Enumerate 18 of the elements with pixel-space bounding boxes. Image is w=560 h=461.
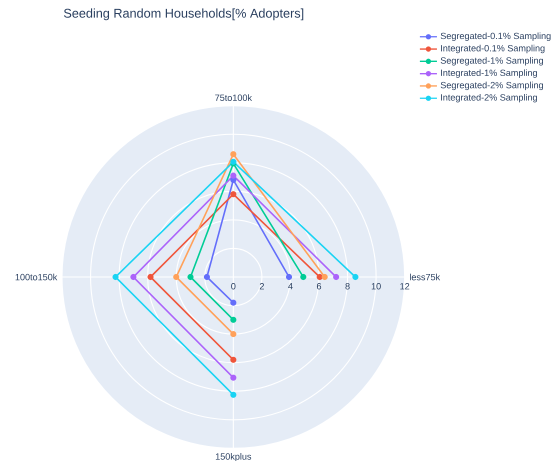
legend-label: Segregated-1% Sampling: [440, 57, 543, 66]
y-tick-label: 4: [288, 283, 293, 290]
y-tick-label: 2: [260, 283, 264, 290]
legend-label: Integrated-1% Sampling: [441, 69, 537, 78]
legend-label: Segregated-0.1% Sampling: [440, 32, 551, 41]
spoke-label: 150kplus: [216, 453, 252, 461]
legend-label: Integrated-0.1% Sampling: [441, 44, 545, 54]
spoke-label: 75to100k: [215, 94, 252, 101]
spoke-label: less75k: [410, 274, 440, 280]
y-tick-label: 12: [400, 283, 410, 290]
chart-title: Seeding Random Households[% Adopters]: [64, 8, 304, 20]
legend-label: Segregated-2% Sampling: [440, 82, 543, 90]
y-tick-label: 8: [345, 283, 350, 290]
y-tick-label: 0: [231, 283, 236, 290]
y-tick-label: 6: [316, 283, 322, 290]
legend-label: Integrated-2% Sampling: [441, 94, 537, 102]
spoke-label: 100to150k: [16, 274, 58, 280]
y-tick-label: 10: [372, 283, 381, 290]
